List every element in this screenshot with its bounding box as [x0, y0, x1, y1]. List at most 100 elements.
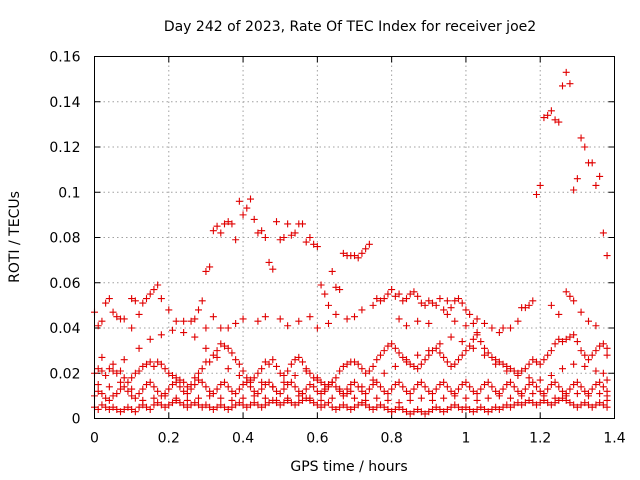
- data-point: [221, 403, 228, 411]
- data-point: [585, 356, 592, 364]
- data-point: [440, 306, 448, 314]
- data-point: [388, 408, 396, 416]
- data-point: [243, 378, 251, 386]
- data-point: [547, 401, 555, 409]
- data-point: [183, 396, 191, 404]
- data-point: [544, 351, 552, 359]
- data-point: [217, 401, 225, 409]
- data-point: [94, 381, 102, 389]
- data-point: [105, 365, 113, 373]
- y-tick-label: 0.14: [49, 95, 80, 111]
- data-point: [447, 403, 455, 411]
- data-point: [421, 356, 429, 364]
- data-point: [384, 342, 392, 350]
- data-point: [581, 143, 589, 151]
- data-point: [481, 381, 488, 389]
- data-point: [128, 392, 136, 400]
- x-tick-label: 1.4: [603, 431, 625, 447]
- data-point: [469, 387, 477, 395]
- data-point: [254, 401, 262, 409]
- data-point: [224, 344, 232, 352]
- x-tick-label: 0.2: [158, 431, 180, 447]
- data-point: [525, 301, 533, 309]
- data-point: [503, 367, 511, 375]
- data-point: [339, 249, 347, 257]
- data-point: [243, 204, 251, 212]
- data-point: [384, 396, 392, 404]
- data-point: [258, 365, 266, 373]
- data-point: [235, 197, 243, 205]
- data-point: [276, 315, 284, 323]
- data-point: [206, 392, 214, 400]
- data-point: [429, 390, 436, 398]
- data-point: [599, 383, 607, 391]
- data-point: [258, 403, 266, 411]
- data-point: [365, 367, 373, 375]
- data-point: [247, 401, 254, 409]
- y-tick-label: 0: [72, 412, 81, 428]
- data-point: [403, 295, 410, 303]
- data-point: [373, 295, 381, 303]
- data-point: [488, 405, 496, 413]
- data-point: [488, 383, 496, 391]
- data-point: [380, 369, 388, 377]
- data-point: [351, 394, 358, 402]
- data-point: [362, 396, 370, 404]
- data-point: [299, 396, 306, 404]
- data-point: [258, 378, 266, 386]
- data-point: [358, 249, 366, 257]
- data-point: [276, 236, 284, 244]
- data-point: [336, 286, 344, 294]
- data-point: [399, 353, 407, 361]
- data-point: [165, 306, 173, 314]
- data-point: [198, 403, 206, 411]
- data-point: [128, 295, 136, 303]
- data-point: [525, 381, 533, 389]
- data-point: [109, 403, 117, 411]
- data-point: [328, 403, 336, 411]
- data-point: [577, 134, 585, 142]
- data-point: [287, 378, 295, 386]
- data-point: [139, 385, 147, 393]
- data-point: [306, 234, 314, 241]
- data-point: [458, 338, 466, 346]
- data-point: [603, 344, 611, 352]
- data-point: [213, 353, 221, 361]
- data-point: [432, 385, 440, 393]
- data-point: [391, 381, 399, 389]
- data-point: [429, 405, 436, 413]
- data-point: [109, 392, 117, 400]
- data-point: [161, 392, 169, 400]
- data-point: [313, 243, 321, 251]
- data-point: [544, 111, 552, 119]
- data-point: [347, 405, 355, 413]
- data-point: [195, 306, 202, 314]
- data-point: [447, 333, 455, 341]
- data-point: [547, 381, 555, 389]
- data-point: [143, 295, 150, 303]
- data-point: [295, 317, 303, 325]
- data-point: [339, 401, 347, 409]
- data-point: [536, 387, 544, 395]
- data-point: [224, 365, 232, 373]
- data-point: [109, 360, 117, 368]
- data-point: [425, 347, 433, 355]
- data-point: [157, 401, 165, 409]
- data-point: [581, 387, 589, 395]
- data-point: [369, 376, 377, 384]
- data-point: [250, 215, 258, 223]
- plot-frame: [94, 56, 615, 419]
- data-point: [440, 353, 448, 361]
- data-point: [406, 360, 414, 368]
- data-point: [455, 356, 462, 364]
- data-point: [217, 394, 225, 402]
- data-point: [295, 353, 303, 361]
- data-point: [169, 372, 176, 380]
- data-point: [343, 315, 351, 323]
- data-point: [213, 222, 221, 230]
- data-point: [313, 374, 321, 382]
- data-point: [358, 383, 366, 391]
- data-point: [94, 322, 102, 330]
- data-point: [180, 317, 188, 325]
- data-point: [399, 405, 407, 413]
